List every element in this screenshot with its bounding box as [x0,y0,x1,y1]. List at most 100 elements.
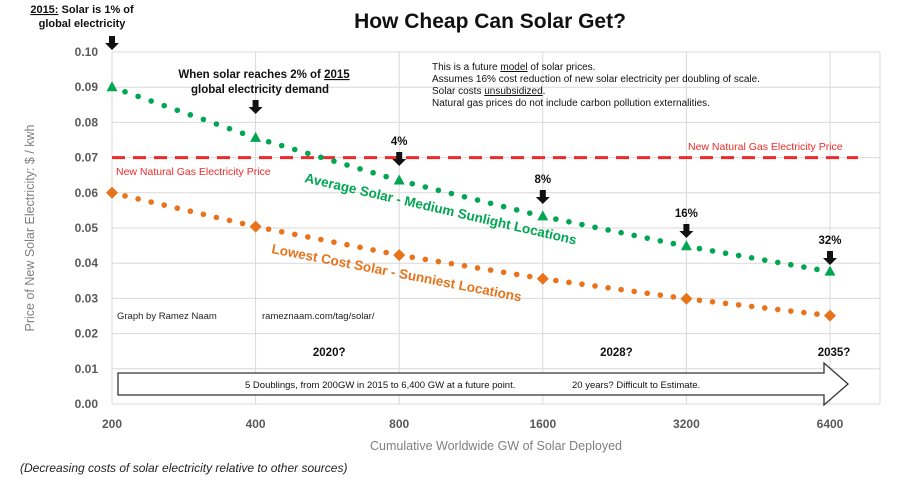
lowest-cost-solar-line-dot [187,208,194,215]
credit-author: Graph by Ramez Naam [117,311,217,322]
average-solar-line-dot [566,219,572,225]
average-solar-line-dot [696,245,703,252]
average-solar-line-dot [553,216,559,222]
average-solar-line-dot [435,187,442,194]
lowest-cost-solar-line-dot [605,285,611,291]
average-solar-marker [250,131,262,142]
lowest-cost-solar-line-dot [801,309,807,316]
average-solar-line-dot [226,125,233,132]
lowest-cost-solar-line-dot [265,226,272,232]
lowest-cost-solar-line-dot [748,303,755,310]
model-note-line: Natural gas prices do not include carbon… [432,98,710,109]
average-solar-line-dot [513,207,520,213]
lowest-cost-solar-marker [106,186,118,199]
lowest-cost-solar-line-dot [318,236,324,243]
average-solar-line-dot [265,138,272,145]
milestone-2015-label-line2: global electricity [39,18,127,30]
milestone-pct-arrow [679,224,694,238]
year-estimate-label: 2020? [313,347,346,359]
lowest-cost-solar-line-dot [213,214,220,221]
lowest-cost-solar-line-dot [305,234,311,240]
average-solar-line-dot [814,266,820,273]
lowest-cost-solar-marker [393,249,406,262]
timeline-arrow [117,361,849,407]
lowest-cost-solar-line-dot [383,249,389,256]
average-solar-line-dot [487,200,494,207]
x-tick-label: 400 [246,417,266,431]
lowest-cost-solar-line-dot [814,311,820,317]
lowest-cost-solar-marker [249,220,262,233]
milestone-pct-label: 16% [675,208,698,220]
x-tick-label: 6400 [817,417,844,431]
model-note-line: This is a future model of solar prices. [432,62,595,73]
milestone-2015-label-line1: 2015: Solar is 1% of [30,4,134,16]
milestone-pct-arrow [392,152,407,166]
average-solar-line-dot [135,93,141,100]
average-solar-line-dot [122,89,128,95]
lowest-cost-solar-line-dot [553,277,559,284]
y-axis-title: Price of New Solar Electricity: $ / kwh [23,124,37,331]
average-solar-line-dot [213,121,220,127]
lowest-cost-solar-line-dot [122,193,128,199]
timeline-text-doublings: 5 Doublings, from 200GW in 2015 to 6,400… [245,380,515,391]
underlined-word: unsubsidized [484,86,542,97]
average-solar-line-dot [592,224,598,231]
average-solar-line-dot [448,190,455,197]
milestone-pct-label: 8% [534,174,551,186]
lowest-cost-solar-line-dot [331,239,337,245]
lowest-cost-solar-line-dot [200,211,207,218]
average-solar-line-dot [174,107,181,114]
average-solar-line-dot [618,229,624,236]
lowest-cost-solar-line-dot [435,258,442,265]
average-solar-line-dot [670,240,677,247]
average-solar-line-dot [357,166,363,172]
average-solar-line-dot [709,248,716,254]
y-tick-label: 0.03 [75,291,99,305]
y-tick-label: 0.10 [75,45,99,59]
average-solar-line-dot [579,221,585,228]
average-solar-line-dot [305,150,311,157]
chart-title: How Cheap Can Solar Get? [354,10,626,33]
milestone-2pct-year: 2015 [324,69,350,81]
lowest-cost-solar-line-dot [709,299,716,305]
lowest-cost-solar-marker [824,309,836,322]
average-solar-line-dot [187,112,194,118]
average-solar-line-dot [644,235,651,241]
lowest-cost-solar-line-dot [370,247,376,253]
lowest-cost-solar-line-dot [291,231,298,238]
average-solar-line-dot [761,257,768,263]
lowest-cost-solar-line-dot [631,288,637,295]
y-tick-label: 0.05 [75,221,99,235]
lowest-cost-solar-line-dot [566,279,572,286]
lowest-cost-solar-line-dot [474,265,481,271]
lowest-cost-solar-line-dot [239,220,246,227]
lowest-cost-solar-line-dot [735,302,742,308]
average-solar-line-dot [239,130,246,137]
lowest-cost-solar-series-label: Lowest Cost Solar - Sunniest Locations [270,241,522,304]
lowest-cost-solar-line-dot [487,267,494,273]
lowest-cost-solar-line-dot [670,294,677,300]
lowest-cost-solar-line-dot [448,260,455,267]
y-tick-label: 0.01 [75,362,99,376]
y-tick-label: 0.02 [75,327,99,341]
timeline-text-estimate: 20 years? Difficult to Estimate. [572,380,700,391]
model-note-line: Assumes 16% cost reduction of new solar … [432,74,760,85]
natural-gas-label-left: New Natural Gas Electricity Price [116,166,271,178]
x-tick-label: 200 [102,417,122,431]
average-solar-line-dot [801,264,807,270]
average-solar-line-dot [409,180,416,187]
average-solar-line-dot [370,169,376,176]
lowest-cost-solar-line-dot [226,217,233,224]
average-solar-line-dot [461,194,468,200]
year-estimate-label: 2035? [818,347,851,359]
lowest-cost-solar-line-dot [513,271,520,278]
lowest-cost-solar-line-dot [526,273,533,280]
milestone-pct-arrow [823,251,837,265]
average-solar-line-dot [148,98,154,104]
lowest-cost-solar-line-dot [409,254,416,261]
average-solar-marker [680,240,692,251]
model-note-line: Solar costs unsubsidized. [432,86,545,97]
lowest-cost-solar-line-dot [500,269,507,276]
milestone-pct-arrow [535,190,550,204]
average-solar-line-dot [748,255,755,261]
